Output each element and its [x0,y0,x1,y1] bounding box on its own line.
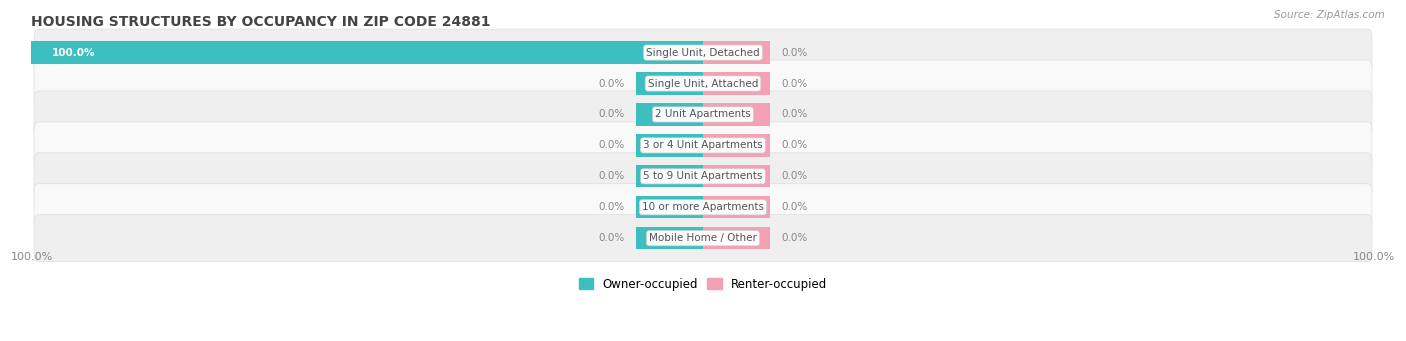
Bar [703,165,770,188]
Text: 5 to 9 Unit Apartments: 5 to 9 Unit Apartments [644,171,762,181]
FancyBboxPatch shape [34,122,1372,169]
FancyBboxPatch shape [34,184,1372,231]
Text: 100.0%: 100.0% [52,48,96,58]
Text: 0.0%: 0.0% [780,140,807,150]
Legend: Owner-occupied, Renter-occupied: Owner-occupied, Renter-occupied [574,273,832,295]
Text: 100.0%: 100.0% [11,252,53,262]
Text: 3 or 4 Unit Apartments: 3 or 4 Unit Apartments [643,140,763,150]
Text: Mobile Home / Other: Mobile Home / Other [650,233,756,243]
Bar [636,196,703,218]
FancyBboxPatch shape [34,60,1372,107]
Text: Single Unit, Attached: Single Unit, Attached [648,78,758,89]
Text: 2 Unit Apartments: 2 Unit Apartments [655,109,751,119]
Bar [636,227,703,249]
Text: 0.0%: 0.0% [780,202,807,212]
Bar [703,196,770,218]
Text: 0.0%: 0.0% [780,48,807,58]
Bar [636,72,703,95]
Text: 0.0%: 0.0% [599,233,626,243]
Text: 0.0%: 0.0% [599,171,626,181]
Text: 0.0%: 0.0% [780,78,807,89]
Text: 100.0%: 100.0% [1353,252,1395,262]
Text: Single Unit, Detached: Single Unit, Detached [647,48,759,58]
FancyBboxPatch shape [34,215,1372,262]
FancyBboxPatch shape [34,153,1372,200]
Bar [703,134,770,157]
Text: 0.0%: 0.0% [780,109,807,119]
FancyBboxPatch shape [34,91,1372,138]
Text: 10 or more Apartments: 10 or more Apartments [643,202,763,212]
Text: Source: ZipAtlas.com: Source: ZipAtlas.com [1274,10,1385,20]
Bar [703,227,770,249]
Text: HOUSING STRUCTURES BY OCCUPANCY IN ZIP CODE 24881: HOUSING STRUCTURES BY OCCUPANCY IN ZIP C… [31,15,491,29]
Text: 0.0%: 0.0% [599,140,626,150]
Text: 0.0%: 0.0% [780,171,807,181]
Bar [636,165,703,188]
Text: 0.0%: 0.0% [780,233,807,243]
Bar [636,134,703,157]
Text: 0.0%: 0.0% [599,109,626,119]
Bar [703,72,770,95]
Bar [703,42,770,64]
Bar [31,42,703,64]
FancyBboxPatch shape [34,29,1372,76]
Bar [703,103,770,125]
Bar [636,103,703,125]
Text: 0.0%: 0.0% [599,78,626,89]
Text: 0.0%: 0.0% [599,202,626,212]
